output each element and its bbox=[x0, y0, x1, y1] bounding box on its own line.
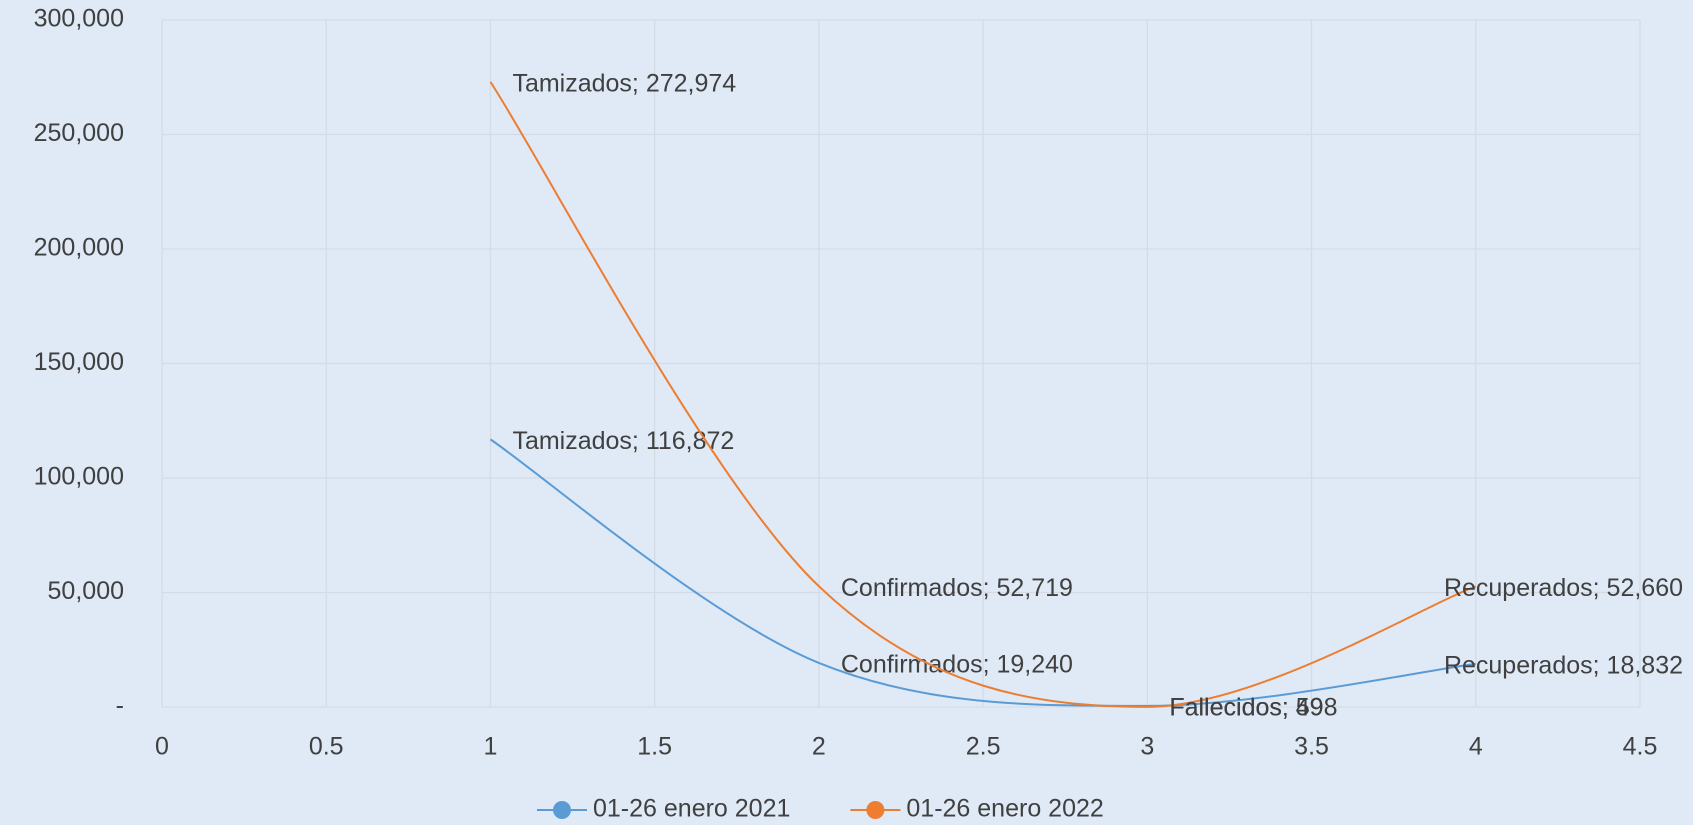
legend-item: 01-26 enero 2021 bbox=[537, 795, 790, 823]
x-tick-label: 4.5 bbox=[1623, 733, 1658, 761]
x-tick-label: 3.5 bbox=[1294, 733, 1329, 761]
y-tick-label: 250,000 bbox=[34, 119, 124, 147]
data-label: Tamizados; 116,872 bbox=[512, 427, 734, 455]
x-tick-label: 0 bbox=[155, 733, 169, 761]
legend-marker bbox=[553, 801, 571, 819]
y-tick-label: 300,000 bbox=[34, 5, 124, 33]
data-label: Tamizados; 272,974 bbox=[512, 69, 736, 97]
data-label: Recuperados; 18,832 bbox=[1444, 651, 1683, 679]
legend-label: 01-26 enero 2022 bbox=[906, 795, 1103, 823]
y-tick-label: 200,000 bbox=[34, 234, 124, 262]
x-tick-label: 2.5 bbox=[966, 733, 1001, 761]
x-tick-label: 2 bbox=[812, 733, 826, 761]
series-line bbox=[489, 438, 1476, 707]
y-tick-label: - bbox=[116, 692, 124, 720]
x-tick-label: 4 bbox=[1469, 733, 1483, 761]
data-label: Confirmados; 19,240 bbox=[841, 651, 1073, 679]
y-tick-label: 150,000 bbox=[34, 348, 124, 376]
y-tick-label: 50,000 bbox=[48, 577, 124, 605]
x-tick-label: 3 bbox=[1140, 733, 1154, 761]
data-label: Confirmados; 52,719 bbox=[841, 574, 1073, 602]
x-tick-label: 1.5 bbox=[637, 733, 672, 761]
data-label: Recuperados; 52,660 bbox=[1444, 574, 1683, 602]
x-tick-label: 0.5 bbox=[309, 733, 344, 761]
data-label: Fallecidos; 59 bbox=[1169, 694, 1323, 722]
legend-label: 01-26 enero 2021 bbox=[593, 795, 790, 823]
x-tick-label: 1 bbox=[483, 733, 497, 761]
y-tick-label: 100,000 bbox=[34, 463, 124, 491]
legend-marker bbox=[866, 801, 885, 819]
series-line bbox=[489, 81, 1477, 708]
data-label: Fallecidos; 498 bbox=[1169, 693, 1337, 721]
legend-item: 01-26 enero 2022 bbox=[850, 795, 1104, 823]
